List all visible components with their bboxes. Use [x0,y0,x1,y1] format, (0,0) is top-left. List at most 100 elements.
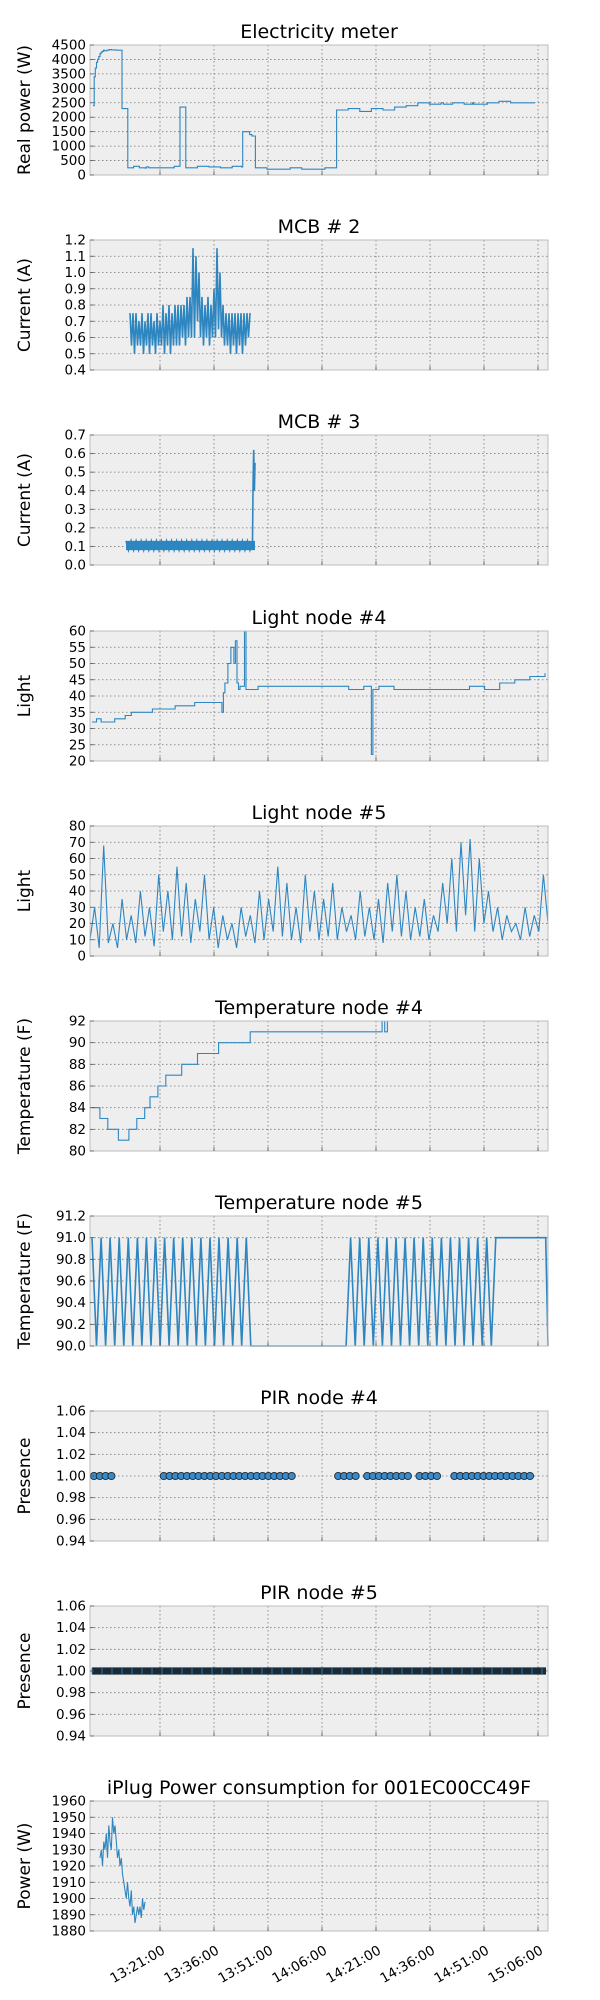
tick-label-y: 4000 [52,52,86,68]
tick-label-y: 80 [69,1144,86,1160]
tick-label-y: 0.94 [56,1729,86,1745]
tick-label-y: 1.02 [56,1447,86,1463]
tick-label-y: 0.8 [65,298,86,314]
tick-label-y: 1.04 [56,1425,86,1441]
tick-label-y: 3000 [52,81,86,97]
axis-label-y: Presence [15,1438,35,1515]
tick-label-y: 40 [69,689,86,705]
tick-label-x: 14:06:00 [269,1943,330,1987]
chart-7: 90.0 90.2 90.4 90.6 90.8 91.0 91.2 Temperature … [15,1192,549,1355]
tick-label-y: 0 [77,949,86,965]
axis-label-y: Light [15,674,35,717]
tick-label-y: 1.02 [56,1642,86,1658]
tick-label-x: 13:36:00 [161,1943,222,1987]
data-point [107,1471,116,1481]
chart-6: 80 82 84 86 88 90 92 Temperature node #4 Tempera… [15,997,549,1160]
tick-label-y: 88 [69,1057,86,1073]
tick-label-y: 20 [69,754,86,770]
chart-title: Temperature node #4 [214,997,423,1019]
data-point [432,1471,442,1481]
series-line [99,1817,146,1923]
tick-label-y: 1.06 [56,1599,86,1615]
chart-title: Temperature node #5 [214,1192,423,1214]
series-line [129,248,251,354]
tick-label-y: 60 [69,624,86,640]
tick-label-y: 0.2 [65,520,86,536]
tick-label-y: 0.1 [65,539,86,555]
tick-label-y: 1940 [52,1826,86,1842]
tick-label-y: 50 [69,656,86,672]
tick-label-x: 13:51:00 [215,1943,276,1987]
data-point [351,1471,360,1481]
data-point [287,1471,296,1481]
tick-label-x: 14:36:00 [377,1943,438,1987]
tick-label-y: 91.0 [56,1230,86,1246]
axis-label-y: Current (A) [15,258,35,352]
chart-title: iPlug Power consumption for 001EC00CC49F [107,1777,531,1799]
tick-label-y: 1930 [52,1842,86,1858]
tick-label-y: 25 [69,737,86,753]
tick-label-y: 0 [77,168,86,184]
series-line [92,630,546,756]
chart-8: 0.94 0.96 0.98 1.00 1.02 1.04 1.06 PIR node #4 P… [15,1387,549,1550]
tick-label-y: 0.0 [65,558,86,574]
tick-label-y: 0.96 [56,1512,86,1528]
tick-label-y: 1.1 [65,249,86,265]
axis-label-y: Presence [15,1633,35,1710]
tick-label-y: 70 [69,835,86,851]
chart-title: MCB # 3 [278,411,361,433]
tick-label-y: 1960 [52,1794,86,1810]
tick-label-x: 13:21:00 [107,1943,168,1987]
tick-label-y: 4500 [52,38,86,54]
tick-label-y: 0.7 [65,314,86,330]
data-point-band [92,1667,546,1675]
plot-frame [89,44,549,176]
tick-label-y: 86 [69,1079,86,1095]
tick-label-y: 0.5 [65,465,86,481]
tick-label-y: 1.04 [56,1620,86,1636]
series-line [92,1020,390,1141]
axis-label-y: Current (A) [15,453,35,547]
tick-label-y: 1500 [52,124,86,140]
chart-3: 0.0 0.1 0.2 0.3 0.4 0.5 0.6 0.7 MCB # 3 Current (… [15,411,549,574]
tick-label-y: 90.4 [56,1295,86,1311]
tick-label-y: 1.2 [65,233,86,249]
tick-label-y: 84 [69,1100,86,1116]
tick-label-y: 35 [69,705,86,721]
tick-label-y: 0.98 [56,1490,86,1506]
tick-label-y: 92 [69,1014,86,1030]
chart-title: MCB # 2 [278,216,361,238]
tick-label-y: 1920 [52,1859,86,1875]
tick-label-y: 1.00 [56,1469,86,1485]
chart-title: Electricity meter [240,21,398,43]
tick-label-y: 30 [69,900,86,916]
tick-label-y: 10 [69,932,86,948]
axis-label-y: Temperature (F) [15,1018,35,1155]
plot-frame [89,434,549,566]
tick-label-x: 14:21:00 [323,1943,384,1987]
axis-label-y: Light [15,869,35,912]
tick-label-y: 0.7 [65,428,86,444]
tick-label-y: 20 [69,916,86,932]
axis-label-y: Power (W) [15,1823,35,1910]
axis-label-y: Real power (W) [15,45,35,175]
tick-label-y: 90.6 [56,1274,86,1290]
tick-label-y: 0.4 [65,483,86,499]
tick-label-y: 0.98 [56,1685,86,1701]
tick-label-y: 0.6 [65,446,86,462]
tick-label-y: 80 [69,819,86,835]
tick-label-x: 14:51:00 [431,1943,492,1987]
axis-label-y: Temperature (F) [15,1213,35,1350]
tick-label-y: 45 [69,672,86,688]
tick-label-y: 0.96 [56,1707,86,1723]
plot-area [90,45,548,175]
tick-label-y: 2500 [52,95,86,111]
series-line [93,49,535,170]
tick-label-y: 60 [69,851,86,867]
tick-label-y: 0.94 [56,1534,86,1550]
tick-label-y: 82 [69,1122,86,1138]
chart-title: PIR node #5 [260,1582,378,1604]
tick-label-y: 2000 [52,110,86,126]
